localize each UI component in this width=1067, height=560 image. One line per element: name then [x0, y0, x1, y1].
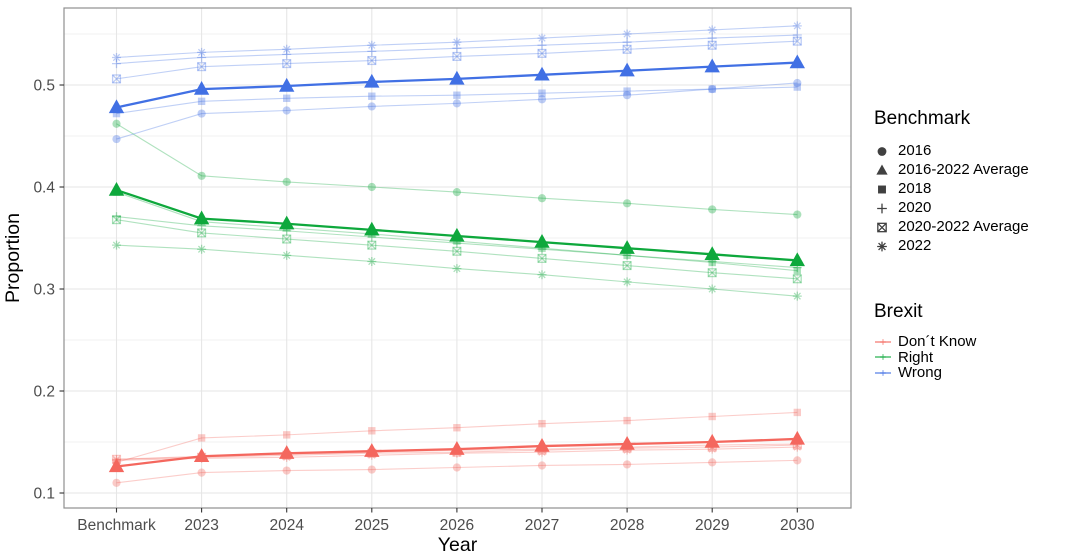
- line-key-icon: [874, 351, 898, 363]
- brexit-legend-items: Don´t Know Right Wrong: [874, 333, 1064, 382]
- series-don-t-know-2016-2022-average: [108, 430, 805, 473]
- y-tick-label: 0.2: [33, 384, 55, 401]
- y-axis-title: Proportion: [2, 213, 24, 303]
- legend-item-right: Right: [874, 348, 1064, 366]
- asterisk-marker-icon: [874, 238, 898, 254]
- series-right-2016: [112, 119, 802, 219]
- square-marker-icon: [874, 181, 898, 197]
- y-tick-label: 0.4: [33, 180, 55, 197]
- series-wrong-2018: [112, 83, 801, 118]
- line-key-icon: [874, 336, 898, 348]
- proportion-line-chart: 0.1 0.2 0.3 0.4 0.5 Benchmark 2023 2024 2025 2026…: [2, 7, 852, 556]
- legend-item-2016-2022-average: 2016-2022 Average: [874, 160, 1064, 179]
- circle-marker-icon: [874, 143, 898, 159]
- x-tick-label: 2029: [695, 517, 729, 534]
- line-key-icon: [874, 367, 898, 379]
- x-tick-label: 2028: [610, 517, 644, 534]
- legend-item-2020: 2020: [874, 198, 1064, 217]
- axes: 0.1 0.2 0.3 0.4 0.5 Benchmark 2023 2024 2025 2026…: [2, 78, 815, 556]
- legend-item-wrong: Wrong: [874, 364, 1064, 382]
- brexit-legend-title: Brexit: [874, 301, 923, 322]
- legend-item-label: Don´t Know: [898, 333, 977, 351]
- brexit-legend: Brexit Don´t Know Right Wrong: [874, 301, 1064, 381]
- y-tick-label: 0.5: [33, 78, 55, 95]
- series-right-2016-2022-average: [108, 181, 805, 267]
- x-tick-label: 2025: [355, 517, 389, 534]
- legend-item-label: 2022: [898, 237, 932, 254]
- series-right-2022: [111, 240, 802, 301]
- legend: Benchmark 2016 2016-2022 Average 2018 2020 2…: [874, 108, 1064, 381]
- legend-item-label: Wrong: [898, 364, 942, 382]
- legend-item-label: 2020-2022 Average: [898, 218, 1029, 235]
- x-tick-label: 2023: [184, 517, 218, 534]
- series-right-2020-2022-average: [111, 215, 802, 284]
- series-wrong-2022: [111, 21, 802, 62]
- series-wrong-2016: [112, 78, 802, 144]
- data-series: [108, 21, 805, 487]
- x-tick-label: Benchmark: [77, 517, 156, 534]
- benchmark-legend-items: 2016 2016-2022 Average 2018 2020 2020-2022 A…: [874, 141, 1064, 255]
- legend-item-2016: 2016: [874, 141, 1064, 160]
- x-tick-label: 2026: [440, 517, 474, 534]
- gridlines: [64, 8, 851, 508]
- x-tick-label: 2024: [269, 517, 304, 534]
- series-wrong-2020: [111, 30, 802, 69]
- legend-item-label: 2016-2022 Average: [898, 161, 1029, 178]
- x-tick-label: 2027: [525, 517, 559, 534]
- legend-item-2020-2022-average: 2020-2022 Average: [874, 217, 1064, 236]
- legend-item-label: 2020: [898, 199, 932, 216]
- legend-item-label: 2018: [898, 180, 932, 197]
- triangle-marker-icon: [874, 162, 898, 178]
- benchmark-legend: Benchmark 2016 2016-2022 Average 2018 2020 2…: [874, 108, 1064, 255]
- series-wrong-2016-2022-average: [108, 54, 805, 114]
- benchmark-legend-title: Benchmark: [874, 108, 971, 129]
- box-x-marker-icon: [874, 219, 898, 235]
- legend-item-2022: 2022: [874, 236, 1064, 255]
- plus-marker-icon: [874, 200, 898, 216]
- series-right-2020: [111, 212, 802, 273]
- legend-item-label: Right: [898, 348, 934, 366]
- y-tick-label: 0.1: [33, 486, 55, 503]
- legend-item-don-t-know: Don´t Know: [874, 333, 1064, 351]
- legend-item-2018: 2018: [874, 179, 1064, 198]
- x-axis-title: Year: [438, 534, 478, 556]
- series-wrong-2020-2022-average: [111, 36, 802, 84]
- series-don-t-know-2016: [112, 456, 802, 487]
- y-tick-label: 0.3: [33, 282, 55, 299]
- legend-item-label: 2016: [898, 142, 932, 159]
- x-tick-label: 2030: [780, 517, 815, 534]
